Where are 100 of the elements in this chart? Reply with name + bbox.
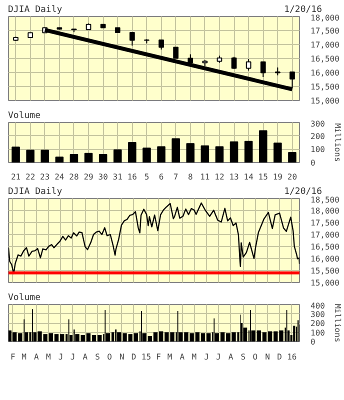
x-tick-label: A	[228, 352, 234, 362]
x-tick-label: O	[252, 352, 258, 362]
x-tick-label: 24	[54, 172, 64, 182]
x-tick-label: F	[156, 352, 162, 362]
x-tick-label: S	[95, 352, 100, 362]
x-tick-label: J	[204, 352, 209, 362]
x-tick-label: D	[131, 352, 136, 362]
x-tick-label: 30	[98, 172, 108, 182]
x-tick-label: A	[82, 352, 88, 362]
x-tick-label: O	[107, 352, 112, 362]
candlestick	[231, 56, 237, 70]
bar	[288, 152, 296, 162]
x-tick-label: 15	[141, 352, 152, 362]
candlestick	[158, 40, 164, 50]
bar	[26, 150, 34, 162]
bar	[98, 154, 108, 162]
candlestick	[173, 46, 179, 59]
x-tick-label: J	[70, 352, 76, 362]
y-tick-label: 17,000	[310, 230, 340, 240]
y-tick-label: 100	[310, 328, 326, 338]
x-tick-label: F	[10, 352, 16, 362]
y-tick-label: 15,000	[310, 278, 340, 288]
y-tick-label: 16,500	[310, 242, 340, 252]
x-tick-label: A	[180, 352, 185, 362]
x-tick-label: M	[192, 352, 197, 362]
x-tick-label: 20	[287, 172, 298, 182]
bar	[244, 140, 253, 162]
y-tick-label: 17,500	[310, 218, 340, 228]
chart-title: DJIA Daily	[8, 186, 62, 199]
candlestick	[260, 61, 266, 78]
y-tick-label: 200	[310, 132, 326, 141]
x-tick-label: 8	[188, 172, 193, 182]
text: 1/20/16	[284, 186, 322, 197]
x-tick-label: 12	[214, 172, 224, 182]
x-tick-label: 14	[244, 172, 254, 182]
y-tick-label: 300	[310, 120, 326, 128]
x-tick-label: 23	[40, 172, 50, 182]
bar	[113, 149, 122, 162]
x-tick-label: 29	[84, 172, 94, 182]
x-tick-label: J	[58, 352, 64, 362]
x-tick-label: M	[167, 352, 172, 362]
y-tick-label: 18,500	[310, 196, 340, 204]
y-tick-label: 0	[310, 338, 316, 346]
y-tick-label: 15,000	[310, 96, 340, 106]
bar	[230, 141, 238, 162]
y-tick-label: 18,000	[310, 206, 340, 216]
y-tick-label: 300	[310, 310, 326, 319]
x-tick-label: 16	[287, 352, 297, 362]
bar	[215, 146, 224, 162]
y-tick-label: 16,000	[310, 254, 340, 264]
bar	[40, 150, 50, 162]
x-tick-label: N	[119, 352, 124, 362]
x-tick-label: D	[277, 352, 282, 362]
y-tick-label: 0	[310, 158, 316, 168]
x-tick-label: 11	[200, 172, 210, 182]
bar	[172, 138, 180, 162]
y-axis-title: Millions	[332, 123, 342, 162]
y-tick-label: 17,000	[310, 40, 340, 50]
x-tick-label: 7	[173, 172, 178, 182]
x-tick-label: J	[216, 352, 221, 362]
y-tick-label: 15,500	[310, 82, 340, 92]
chart-title: Volume	[8, 110, 41, 123]
bar	[142, 148, 151, 162]
x-tick-label: 19	[272, 172, 283, 182]
chart-title: DJIA Daily	[8, 4, 62, 17]
bar	[70, 154, 78, 162]
bar	[186, 143, 195, 162]
x-tick-label: 5	[144, 172, 150, 182]
x-tick-label: 28	[69, 172, 79, 182]
candlestick	[246, 58, 252, 72]
y-tick-label: 16,500	[310, 54, 340, 64]
y-tick-label: 18,000	[310, 14, 340, 22]
x-tick-label: 15	[258, 172, 268, 182]
x-tick-label: M	[46, 352, 52, 362]
bar	[157, 146, 166, 162]
candlestick	[129, 32, 135, 46]
x-tick-label: A	[34, 352, 40, 362]
x-tick-label: 6	[158, 172, 164, 182]
chart-title: Volume	[8, 292, 41, 305]
y-tick-label: 400	[310, 302, 326, 310]
y-tick-label: 100	[310, 145, 326, 154]
bar	[200, 145, 210, 162]
x-tick-label: M	[22, 352, 27, 362]
x-tick-label: N	[265, 352, 270, 362]
y-tick-label: 16,000	[310, 68, 340, 78]
y-axis-title: Millions	[332, 304, 342, 342]
x-tick-label: 22	[26, 172, 36, 182]
x-tick-label: S	[240, 352, 246, 362]
text: 1/20/16	[284, 4, 322, 15]
x-tick-label: 21	[10, 172, 21, 182]
y-tick-label: 200	[310, 319, 326, 328]
bar	[128, 142, 136, 162]
y-tick-label: 15,500	[310, 266, 340, 276]
x-tick-label: 16	[127, 172, 138, 182]
bar	[84, 152, 93, 162]
x-tick-label: 13	[229, 172, 240, 182]
bar	[274, 142, 282, 162]
y-tick-label: 17,500	[310, 26, 340, 36]
bar	[12, 146, 20, 162]
line-series	[8, 202, 300, 274]
